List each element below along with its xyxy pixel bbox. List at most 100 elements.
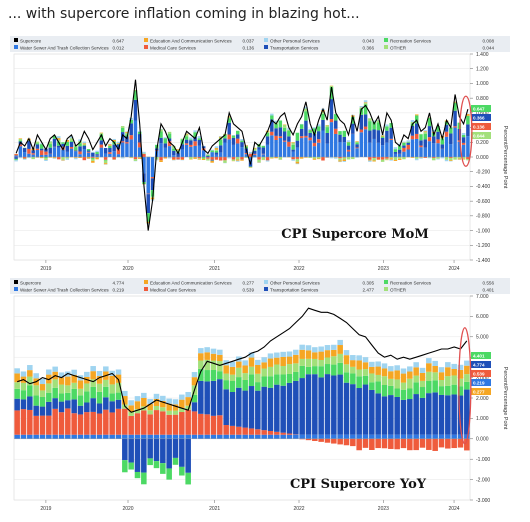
bar-segment-medical — [206, 157, 210, 159]
bar-segment-medical — [193, 141, 197, 146]
bar-segment-recreation — [407, 388, 413, 400]
bar-segment-other — [312, 358, 318, 367]
bar-segment-recreation — [167, 133, 172, 139]
bar-segment-medical — [423, 157, 427, 158]
bar-segment-transportation — [419, 140, 423, 146]
bar-segment-other — [270, 157, 274, 159]
bar-segment-medical — [116, 149, 121, 155]
y-tick-label: 0.800 — [476, 96, 489, 102]
bar-segment-other — [464, 374, 470, 382]
bar-segment-transportation — [274, 128, 278, 136]
bar-segment-education — [305, 350, 312, 359]
bar-segment-education — [299, 157, 304, 159]
bar-segment-water — [329, 122, 334, 157]
bar-segment-recreation — [150, 190, 155, 197]
bar-segment-recreation — [172, 148, 176, 151]
bar-segment-education — [394, 370, 400, 380]
bar-segment-transportation — [368, 130, 372, 143]
bar-segment-education — [166, 403, 172, 411]
bar-segment-education — [356, 360, 362, 370]
bar-segment-water — [440, 148, 445, 157]
bar-segment-water — [274, 434, 280, 439]
bar-segment-water — [436, 143, 440, 157]
bar-segment-education — [179, 399, 185, 408]
bar-segment-transportation — [274, 384, 280, 432]
bar-segment-other_personal — [82, 141, 87, 144]
bar-segment-other — [217, 361, 223, 372]
supercore-line — [17, 307, 468, 413]
legend-swatch — [384, 45, 388, 49]
bar-segment-other_personal — [65, 158, 70, 160]
bar-segment-transportation — [402, 145, 406, 148]
bar-segment-education — [449, 160, 453, 162]
bar-segment-recreation — [438, 386, 445, 395]
bar-segment-other_personal — [227, 157, 231, 159]
bar-segment-medical — [274, 431, 280, 435]
bar-segment-other_personal — [210, 149, 214, 151]
bar-segment-water — [308, 140, 312, 157]
bar-segment-transportation — [35, 144, 40, 149]
bar-segment-water — [78, 154, 82, 157]
bar-segment-other — [244, 157, 248, 158]
bar-segment-education — [185, 397, 191, 406]
bar-segment-other_personal — [324, 345, 331, 351]
bar-segment-water — [46, 434, 52, 439]
bar-segment-recreation — [69, 140, 74, 142]
bar-segment-water — [453, 127, 457, 157]
bar-segment-recreation — [189, 139, 193, 141]
bar-segment-recreation — [52, 387, 58, 399]
bar-segment-other — [142, 153, 146, 154]
bar-segment-medical — [248, 428, 255, 435]
bar-segment-recreation — [201, 157, 206, 159]
bar-segment-transportation — [291, 149, 295, 152]
bar-segment-education — [108, 144, 112, 146]
bar-segment-transportation — [217, 379, 223, 416]
bar-segment-other_personal — [393, 147, 398, 150]
bar-segment-recreation — [231, 135, 236, 138]
bar-segment-other_personal — [389, 159, 393, 161]
bar-segment-transportation — [160, 438, 166, 464]
bar-segment-recreation — [406, 141, 410, 143]
bar-segment-other — [338, 158, 342, 161]
bar-segment-other_personal — [316, 124, 321, 127]
bar-segment-other — [324, 357, 331, 365]
bar-segment-recreation — [197, 138, 202, 141]
legend-value: 0.539 — [243, 288, 255, 293]
legend-swatch — [144, 280, 148, 284]
bar-segment-other_personal — [197, 136, 202, 139]
bar-segment-water — [397, 153, 402, 157]
bar-segment-water — [356, 434, 362, 439]
bar-segment-water — [99, 147, 104, 157]
bar-segment-medical — [376, 157, 381, 160]
bar-segment-recreation — [103, 386, 109, 398]
bar-segment-other_personal — [159, 128, 163, 130]
bar-segment-medical — [350, 438, 356, 447]
legend-swatch — [144, 45, 148, 49]
y-tick-label: 0.000 — [476, 155, 489, 161]
bar-segment-education — [363, 102, 368, 104]
bar-segment-medical — [267, 430, 274, 435]
bar-segment-transportation — [397, 149, 402, 154]
bar-segment-transportation — [324, 374, 331, 435]
bar-segment-medical — [381, 438, 388, 449]
bar-segment-other — [304, 108, 308, 112]
bar-segment-other — [172, 410, 179, 415]
bar-segment-transportation — [223, 138, 227, 143]
bar-segment-other — [128, 411, 134, 416]
bar-segment-other — [255, 373, 261, 383]
bar-segment-water — [22, 152, 27, 157]
bar-segment-transportation — [172, 150, 176, 156]
bar-segment-other_personal — [103, 366, 109, 372]
bar-segment-other_personal — [419, 157, 423, 159]
bar-segment-recreation — [461, 135, 466, 138]
bar-segment-other_personal — [198, 348, 204, 354]
bar-segment-education — [295, 161, 300, 164]
bar-segment-education — [90, 371, 96, 380]
bar-segment-medical — [91, 157, 95, 158]
bar-segment-transportation — [321, 119, 325, 131]
bar-segment-water — [413, 434, 419, 439]
bar-segment-water — [27, 153, 31, 157]
bar-segment-education — [218, 136, 223, 138]
bar-segment-water — [278, 137, 283, 157]
bar-segment-water — [389, 139, 393, 157]
